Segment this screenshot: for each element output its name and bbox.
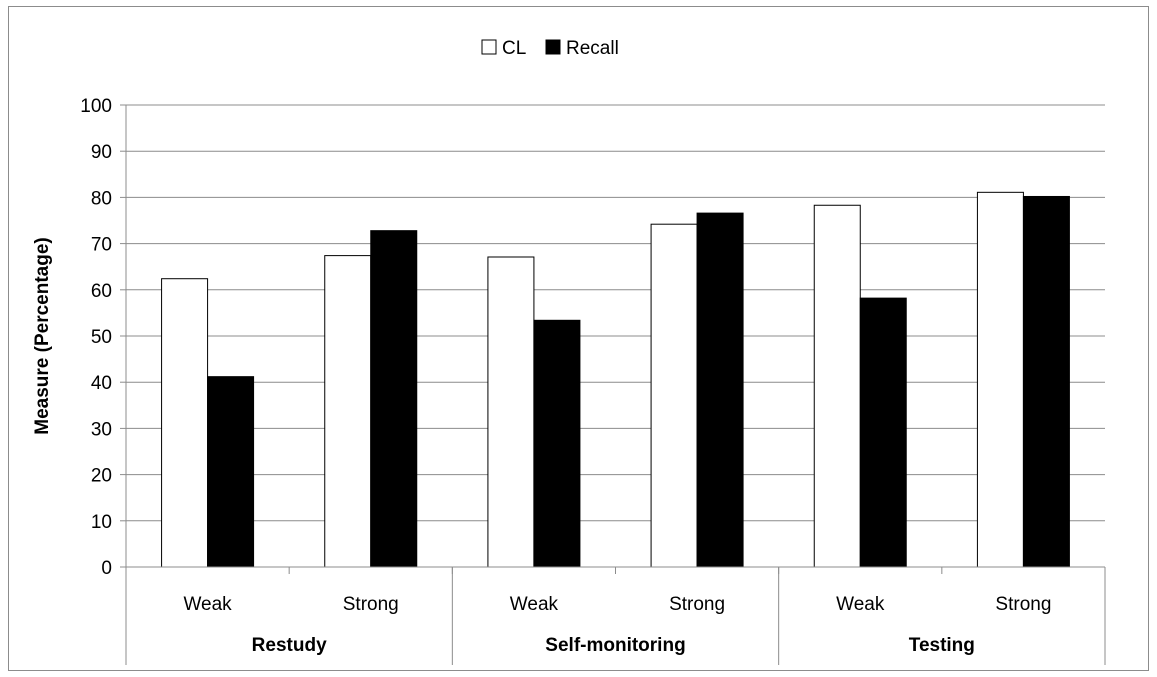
bars [161,191,1070,568]
x-category-label: Strong [995,594,1051,615]
bar-recall-6 [1022,195,1070,568]
legend: CL Recall [481,38,619,59]
x-category-label: Strong [343,594,399,615]
x-group-label: Restudy [252,635,327,656]
x-group-label: Testing [909,635,975,656]
x-group-label: Self-monitoring [545,635,685,656]
bar-cl-5 [813,204,861,568]
x-category-label: Weak [836,594,885,615]
legend-label-cl: CL [502,38,526,59]
legend-swatch-recall [545,39,561,55]
bar-recall-1 [207,376,255,568]
legend-label-recall: Recall [566,38,619,59]
legend-swatch-cl [481,39,497,55]
y-tick-label: 40 [91,373,112,394]
y-tick-label: 90 [91,142,112,163]
bar-recall-5 [859,297,907,568]
bar-recall-2 [370,230,418,568]
bar-recall-4 [696,212,744,568]
x-category-label: Weak [510,594,559,615]
bar-recall-3 [533,319,581,568]
y-tick-label: 70 [91,235,112,256]
bar-cl-3 [487,256,535,568]
y-tick-label: 80 [91,188,112,209]
bar-cl-6 [976,191,1024,568]
bar-cl-1 [161,278,209,568]
bar-cl-2 [324,255,372,568]
y-tick-label: 30 [91,419,112,440]
gridlines [126,104,1105,522]
y-tick-label: 20 [91,466,112,487]
x-category-label: Strong [669,594,725,615]
y-tick-label: 50 [91,327,112,348]
y-tick-label: 10 [91,512,112,533]
axes: 0 10 20 30 40 50 60 70 80 90 100 Weak Strong Weak Stro… [80,96,1106,665]
y-tick-label: 100 [80,96,112,117]
bar-cl-4 [650,223,698,568]
y-tick-label: 60 [91,281,112,302]
y-tick-label: 0 [101,558,112,579]
y-axis-title: Measure (Percentage) [32,237,53,434]
x-category-label: Weak [183,594,232,615]
